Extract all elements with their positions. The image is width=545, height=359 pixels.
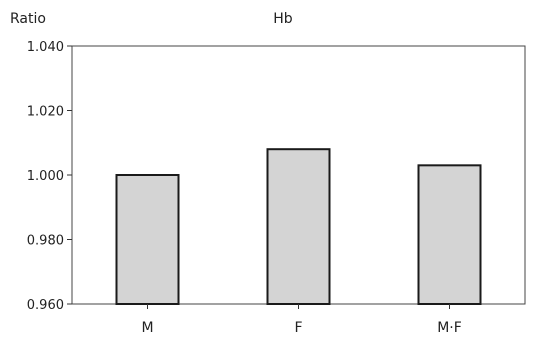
bar [115, 174, 180, 305]
bar [266, 148, 331, 305]
y-tick-label: 0.980 [27, 234, 64, 249]
y-axis-label: Ratio [10, 11, 46, 27]
y-tick-label: 1.040 [27, 40, 64, 55]
chart-title: Hb [273, 11, 293, 27]
x-tick-label: M [141, 320, 153, 336]
y-tick-label: 1.000 [27, 169, 64, 184]
y-tick-label: 1.020 [27, 105, 64, 120]
x-tick-label: M·F [437, 320, 462, 336]
y-tick-label: 0.960 [27, 298, 64, 313]
bar [417, 164, 482, 305]
x-tick-label: F [294, 320, 302, 336]
plot-area: 0.960 0.980 1.000 1.020 1.040 M F M·F [27, 40, 526, 336]
